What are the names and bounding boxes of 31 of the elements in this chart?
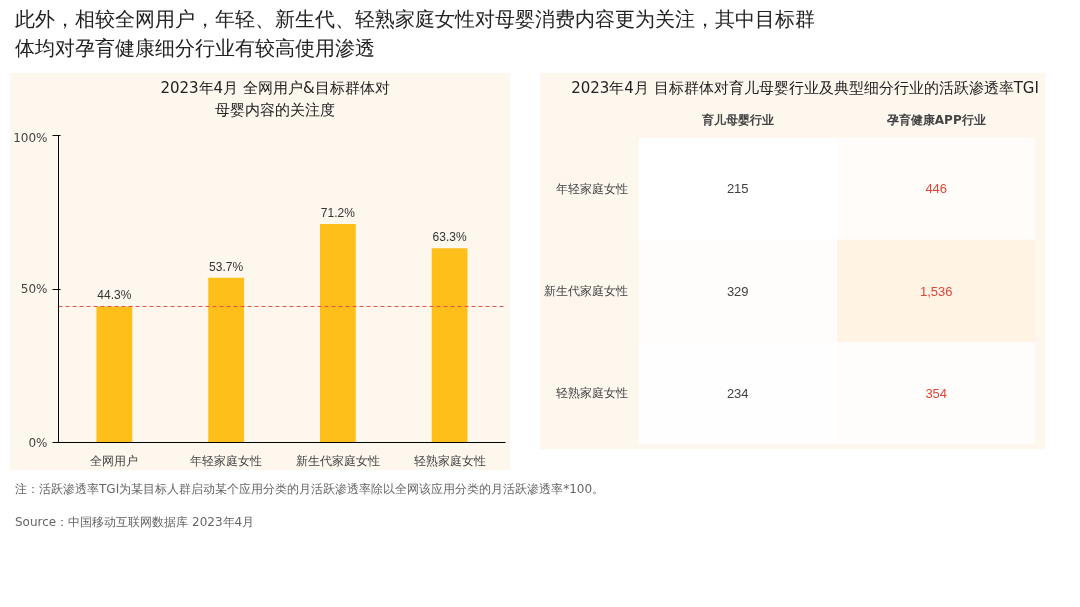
data-label: 53.7% [209, 259, 244, 274]
bar [319, 223, 356, 443]
y-tick-label: 年轻家庭女性 [555, 181, 628, 196]
data-label: 71.2% [320, 205, 356, 220]
data-label: 63.3% [432, 230, 467, 245]
y-tick-label: 50% [20, 281, 48, 296]
x-tick-label: 孕育健康APP行业 [885, 112, 986, 127]
x-tick-label: 新生代家庭女性 [295, 453, 380, 468]
y-tick-label: 0% [28, 435, 48, 450]
data-label: 44.3% [97, 288, 132, 303]
y-tick-label: 100% [13, 130, 48, 145]
chart-title: 2023年4月 目标群体对育儿母婴行业及典型细分行业的活跃渗透率TGI [571, 78, 1039, 100]
bar [208, 277, 245, 443]
text: 此外，相较全网用户，年轻、新生代、轻熟家庭女性对母婴消费内容更为关注，其中目标群体均对孕育健康细分行业有较高使用渗透 [15, 6, 815, 62]
y-tick-label: 新生代家庭女性 [543, 283, 628, 298]
x-tick-label: 年轻家庭女性 [190, 453, 263, 468]
bar [96, 306, 133, 443]
x-tick-label: 全网用户 [90, 453, 139, 468]
text: 注：活跃渗透率TGI为某目标人群启动某个应用分类的月活跃渗透率除以全网该应用分类的月活跃渗透率*100。 [15, 480, 605, 498]
data-label: 354 [925, 385, 948, 401]
y-tick-label: 轻熟家庭女性 [555, 385, 628, 400]
data-label: 215 [726, 180, 749, 196]
data-label: 234 [726, 385, 749, 401]
data-label: 1,536 [919, 283, 953, 299]
data-label: 329 [726, 283, 749, 299]
source-note: Source：中国移动互联网数据库 2023年4月 [15, 514, 255, 532]
bar [431, 248, 468, 443]
chart-title: 2023年4月 全网用户&目标群体对母婴内容的关注度 [160, 78, 390, 121]
x-tick-label: 育儿母婴行业 [700, 112, 774, 127]
x-tick-label: 轻熟家庭女性 [413, 453, 486, 468]
data-label: 446 [925, 180, 948, 196]
